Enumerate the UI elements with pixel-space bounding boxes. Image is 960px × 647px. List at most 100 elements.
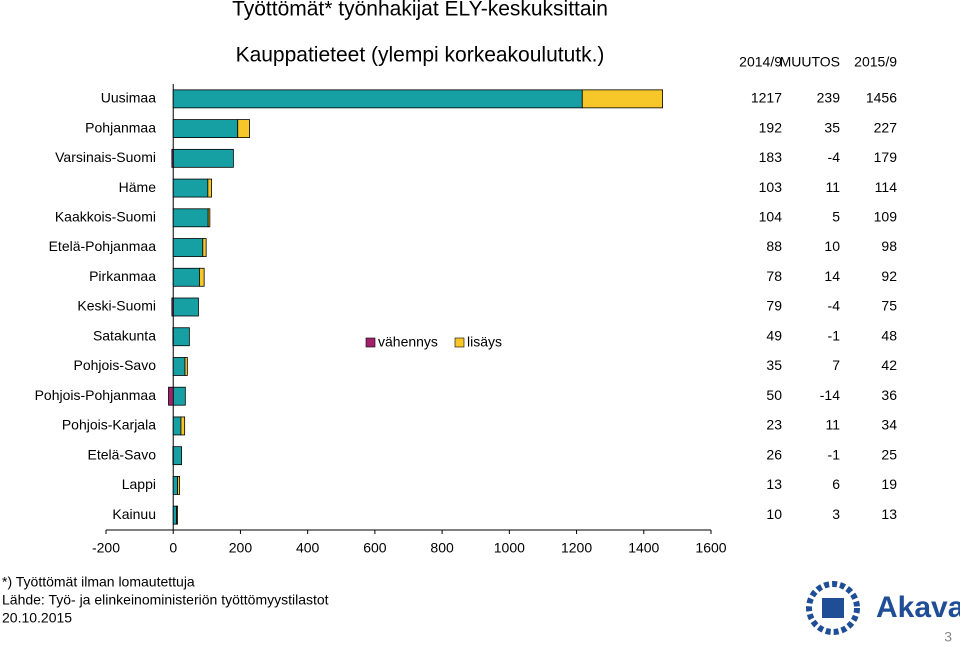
table-cell: 10 xyxy=(824,238,840,254)
table-cell: 179 xyxy=(874,149,898,165)
x-tick-label: 200 xyxy=(229,540,253,556)
bar-increase xyxy=(180,416,186,436)
table-cell: 104 xyxy=(759,209,783,225)
x-tick-label: 1600 xyxy=(695,540,726,556)
bar-increase xyxy=(207,178,212,198)
bar xyxy=(172,505,177,525)
table-cell: 10 xyxy=(766,506,782,522)
y-tick-label: Kaakkois-Suomi xyxy=(55,209,156,225)
y-tick-label: Kainuu xyxy=(112,506,156,522)
table-cell: 239 xyxy=(817,90,841,106)
y-tick-label: Varsinais-Suomi xyxy=(55,149,156,165)
bar xyxy=(172,148,234,168)
bar xyxy=(172,267,200,287)
x-tick-label: 1400 xyxy=(628,540,659,556)
x-tick-label: 1200 xyxy=(561,540,592,556)
bar-increase xyxy=(184,357,188,376)
table-cell: 11 xyxy=(825,179,840,195)
table-cell: 50 xyxy=(766,387,782,403)
legend-label: vähennys xyxy=(378,334,438,350)
column-header: 2015/9 xyxy=(854,54,897,70)
table-cell: 1217 xyxy=(751,90,782,106)
legend-swatch xyxy=(454,337,465,348)
table-cell: 23 xyxy=(766,417,782,433)
table-cell: 5 xyxy=(832,209,840,225)
bar xyxy=(172,208,209,228)
table-cell: 75 xyxy=(881,298,897,314)
bar-increase xyxy=(202,238,207,257)
y-tick-label: Etelä-Savo xyxy=(88,446,157,462)
x-tick-label: 800 xyxy=(430,540,454,556)
y-tick-label: Keski-Suomi xyxy=(77,298,156,314)
table-cell: 92 xyxy=(881,268,897,284)
y-tick-label: Satakunta xyxy=(93,327,156,343)
legend-swatch xyxy=(365,337,376,348)
table-cell: 36 xyxy=(881,387,897,403)
y-tick-label: Lappi xyxy=(122,476,156,492)
table-cell: 227 xyxy=(874,119,898,135)
bar-increase xyxy=(207,208,211,228)
table-cell: 49 xyxy=(766,327,782,343)
table-cell: 7 xyxy=(832,357,840,373)
x-tick-label: 600 xyxy=(363,540,387,556)
chart-subtitle: Kauppatieteet (ylempi korkeakoulututk.) xyxy=(236,44,605,67)
bar-increase xyxy=(176,505,178,525)
x-tick-label: 400 xyxy=(296,540,320,556)
table-cell: 183 xyxy=(759,149,783,165)
table-cell: 3 xyxy=(832,506,840,522)
note: 20.10.2015 xyxy=(2,610,72,626)
table-cell: 35 xyxy=(766,357,782,373)
table-cell: 48 xyxy=(881,327,897,343)
y-tick-label: Pohjois-Karjala xyxy=(62,417,156,433)
table-cell: 79 xyxy=(766,298,782,314)
x-tick-label: 0 xyxy=(169,540,177,556)
table-cell: -4 xyxy=(828,149,841,165)
y-tick-label: Häme xyxy=(119,179,157,195)
bar xyxy=(172,416,182,436)
table-cell: 98 xyxy=(881,238,897,254)
y-tick-label: Pirkanmaa xyxy=(89,268,156,284)
bar xyxy=(172,386,186,406)
table-cell: 88 xyxy=(766,238,782,254)
x-tick-label: -200 xyxy=(92,540,120,556)
table-cell: 14 xyxy=(824,268,840,284)
y-tick-label: Pohjois-Savo xyxy=(74,357,157,373)
table-cell: 42 xyxy=(881,357,897,373)
x-tick-label: 1000 xyxy=(494,540,525,556)
page-number: 3 xyxy=(944,629,952,645)
table-cell: 11 xyxy=(825,417,840,433)
y-tick-label: Pohjois-Pohjanmaa xyxy=(35,387,157,403)
bar-increase xyxy=(177,475,181,495)
column-header: 2014/9 xyxy=(739,54,782,70)
bar xyxy=(172,119,239,138)
y-tick-label: Etelä-Pohjanmaa xyxy=(49,238,157,254)
table-cell: 114 xyxy=(875,179,898,195)
chart-title: Työttömät* työnhakijat ELY-keskuksittain xyxy=(232,0,608,21)
bar-decrease xyxy=(171,297,174,317)
table-cell: 6 xyxy=(832,476,840,492)
bar xyxy=(172,475,178,495)
table-cell: 103 xyxy=(759,179,783,195)
table-cell: 78 xyxy=(766,268,782,284)
note: Lähde: Työ- ja elinkeinoministeriön työt… xyxy=(2,592,329,608)
table-cell: 109 xyxy=(874,209,898,225)
bar-decrease xyxy=(168,386,174,406)
y-tick-label: Pohjanmaa xyxy=(85,119,156,135)
table-cell: 26 xyxy=(766,446,782,462)
note: *) Työttömät ilman lomautettuja xyxy=(2,574,195,590)
table-cell: 35 xyxy=(824,119,840,135)
bar xyxy=(172,238,204,257)
table-cell: 34 xyxy=(881,417,897,433)
table-cell: -4 xyxy=(828,298,841,314)
table-cell: 25 xyxy=(881,446,897,462)
legend-label: lisäys xyxy=(467,334,502,350)
table-cell: 13 xyxy=(881,506,897,522)
table-cell: -1 xyxy=(828,446,841,462)
logo-text: Akava xyxy=(876,591,960,624)
table-cell: 192 xyxy=(759,119,783,135)
logo-emblem xyxy=(806,581,860,635)
table-cell: 13 xyxy=(766,476,782,492)
y-tick-label: Uusimaa xyxy=(101,90,156,106)
table-cell: 19 xyxy=(881,476,897,492)
